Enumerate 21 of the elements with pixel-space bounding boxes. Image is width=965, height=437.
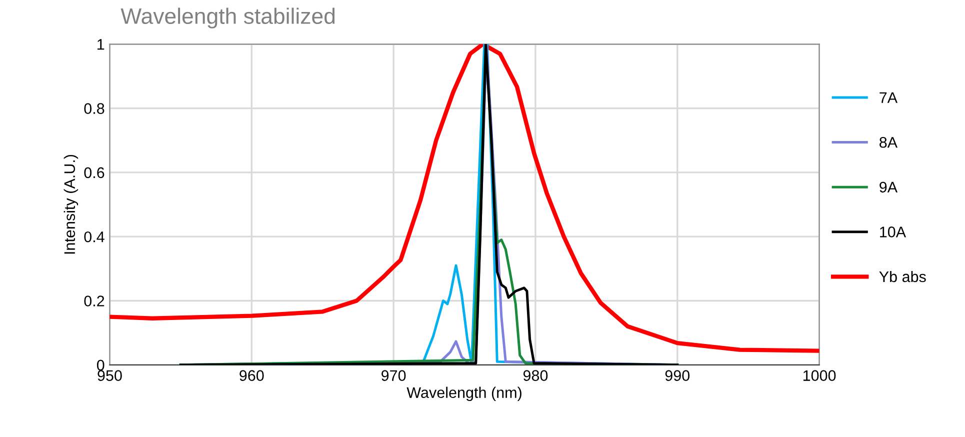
y-tick-label: 0.2 (84, 296, 104, 306)
line-series (179, 44, 679, 365)
y-axis-title: Intensity (A.U.) (64, 154, 78, 254)
chart-title: Wavelength stabilized (120, 8, 335, 28)
y-tick-label: 0 (96, 360, 104, 371)
y-tick-label: 0.4 (84, 231, 104, 242)
legend-label: 7A (880, 92, 898, 103)
x-axis-title: Wavelength (nm) (406, 386, 522, 402)
x-tick-label: 990 (665, 370, 690, 381)
x-tick-label: 950 (98, 370, 122, 381)
legend-label: 10A (880, 226, 906, 238)
legend-label: 8A (880, 136, 898, 148)
y-tick-label: 0.8 (84, 103, 104, 114)
legend-label: 9A (880, 182, 898, 193)
x-tick-label: 960 (240, 370, 264, 381)
x-tick-label: 1000 (803, 370, 836, 381)
x-tick-label: 970 (382, 370, 406, 381)
y-tick-label: 0.6 (84, 167, 104, 178)
legend-label: Yb abs (879, 270, 926, 282)
y-tick-label: 1 (98, 39, 104, 50)
x-tick-label: 980 (523, 370, 548, 381)
